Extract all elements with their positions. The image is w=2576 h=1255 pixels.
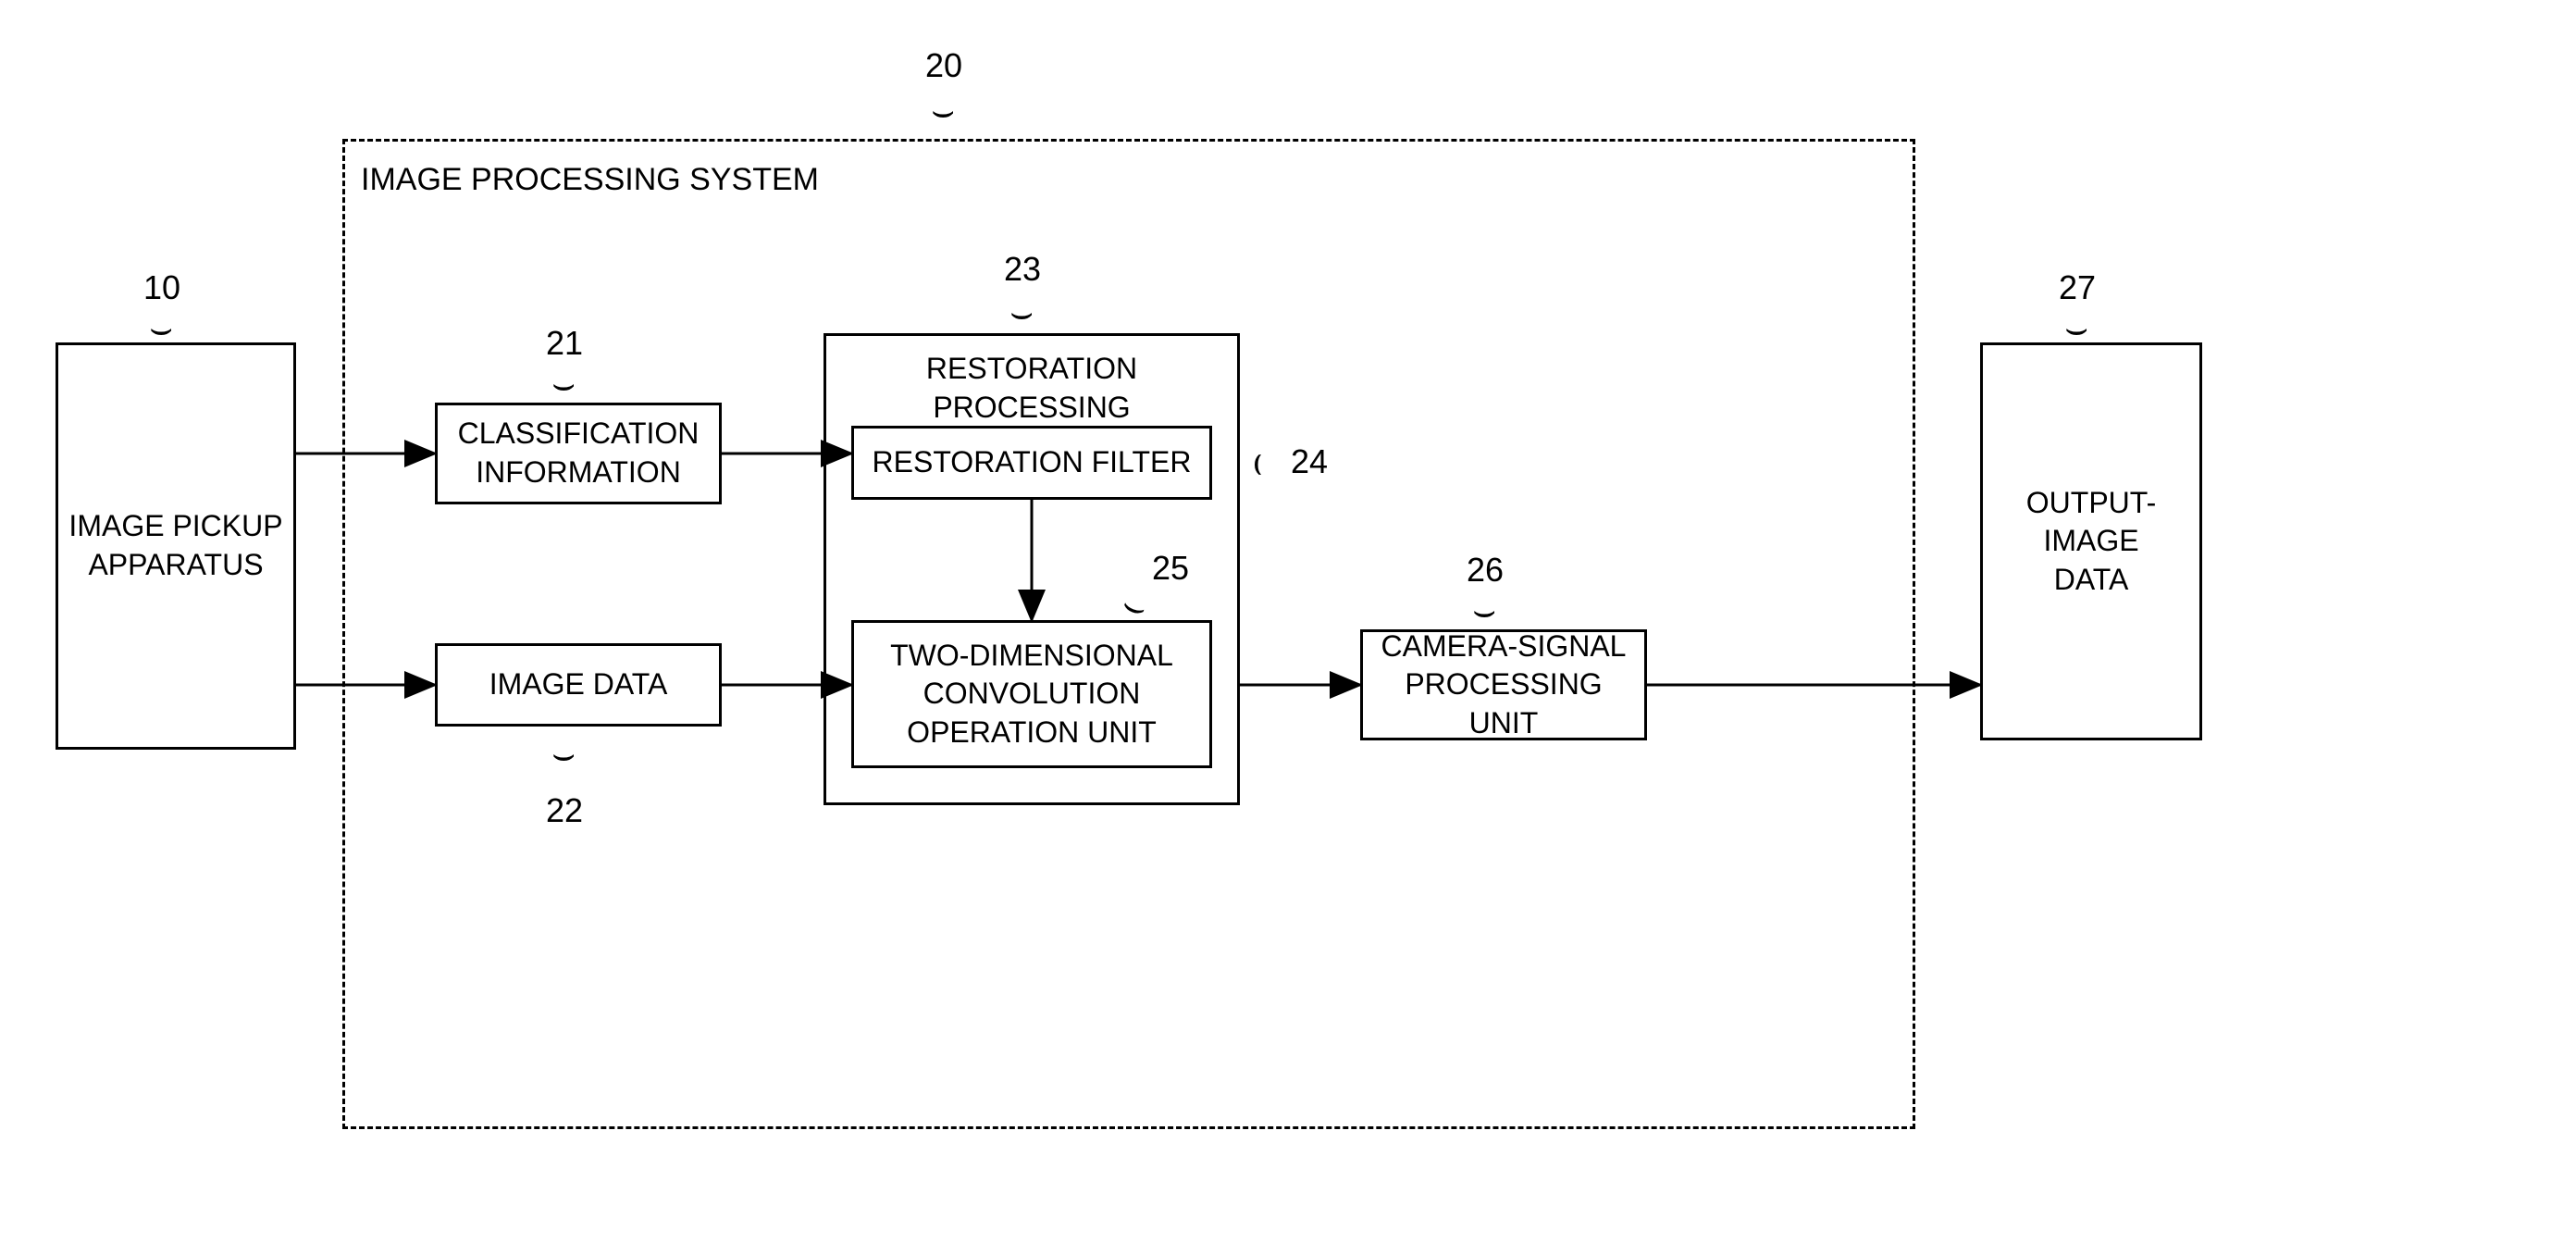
- tilde-27: ⌣: [2064, 310, 2088, 347]
- conv-op-label: TWO-DIMENSIONAL CONVOLUTION OPERATION UN…: [890, 637, 1173, 752]
- ref-21: 21: [546, 324, 583, 363]
- ref-10: 10: [143, 268, 180, 307]
- tilde-26: ⌣: [1472, 592, 1496, 629]
- ref-23: 23: [1004, 250, 1041, 289]
- output-image-box: OUTPUT- IMAGE DATA: [1980, 342, 2202, 740]
- tilde-20: ⌣: [931, 93, 955, 130]
- restoration-filter-label: RESTORATION FILTER: [873, 443, 1192, 482]
- classification-info-label: CLASSIFICATION INFORMATION: [458, 415, 700, 491]
- classification-info-box: CLASSIFICATION INFORMATION: [435, 403, 722, 504]
- restoration-filter-box: RESTORATION FILTER: [851, 426, 1212, 500]
- tilde-23: ⌣: [1009, 294, 1034, 331]
- tilde-21: ⌣: [551, 366, 576, 403]
- ref-24: 24: [1291, 442, 1328, 481]
- output-image-label: OUTPUT- IMAGE DATA: [2026, 484, 2156, 600]
- camera-signal-box: CAMERA-SIGNAL PROCESSING UNIT: [1360, 629, 1647, 740]
- camera-signal-label: CAMERA-SIGNAL PROCESSING UNIT: [1372, 628, 1635, 743]
- tilde-24: ⌣: [1243, 453, 1280, 477]
- block-diagram: IMAGE PROCESSING SYSTEM 20 ⌣ IMAGE PICKU…: [0, 0, 2576, 1255]
- ref-22: 22: [546, 791, 583, 830]
- image-pickup-label: IMAGE PICKUP APPARATUS: [68, 507, 282, 584]
- ref-20: 20: [925, 46, 962, 85]
- image-data-box: IMAGE DATA: [435, 643, 722, 727]
- image-pickup-box: IMAGE PICKUP APPARATUS: [56, 342, 296, 750]
- conv-op-box: TWO-DIMENSIONAL CONVOLUTION OPERATION UN…: [851, 620, 1212, 768]
- ref-26: 26: [1467, 551, 1504, 590]
- tilde-22: ⌣: [551, 736, 576, 773]
- tilde-10: ⌣: [149, 310, 173, 347]
- ref-27: 27: [2059, 268, 2096, 307]
- image-data-label: IMAGE DATA: [489, 665, 668, 704]
- system-title: IMAGE PROCESSING SYSTEM: [361, 162, 842, 198]
- ref-25: 25: [1152, 549, 1189, 588]
